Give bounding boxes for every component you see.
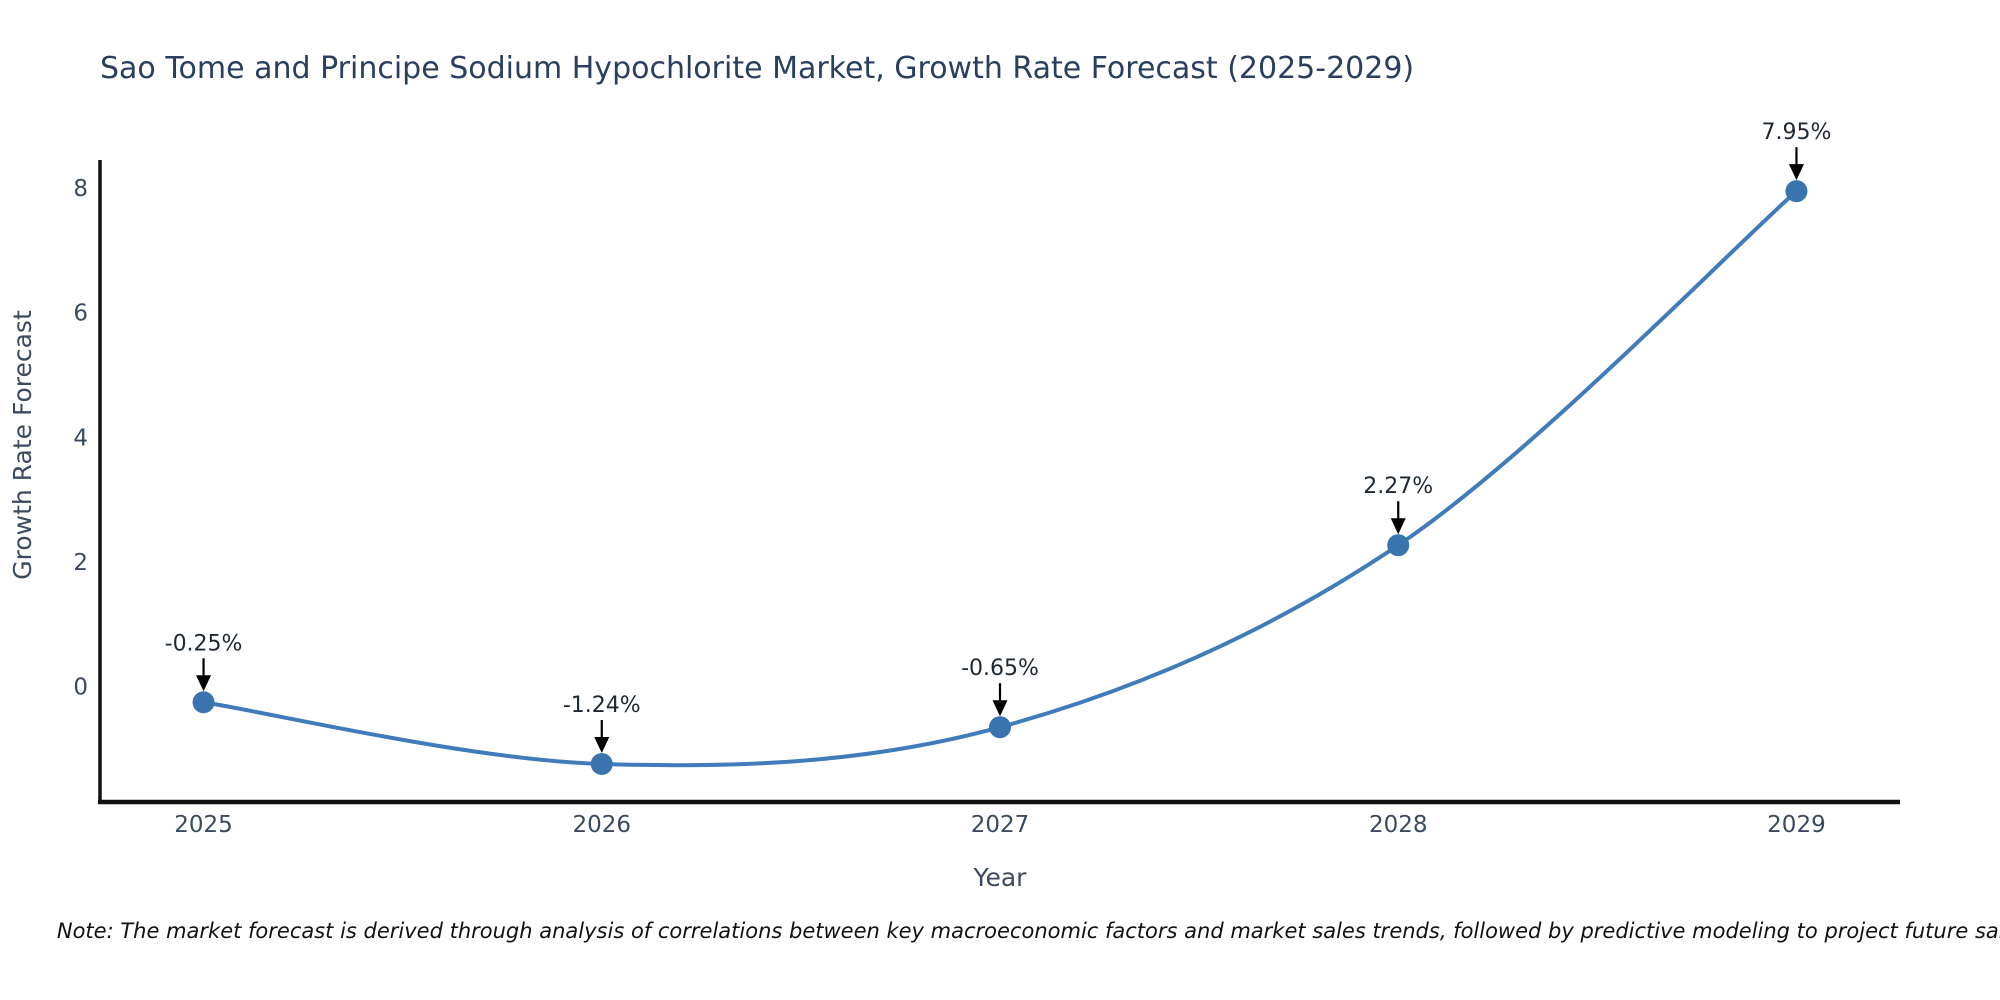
data-point-marker [192, 691, 215, 714]
point-annotation-label: -1.24% [563, 693, 641, 718]
y-axis-title: Growth Rate Forecast [8, 310, 37, 580]
x-tick-label: 2027 [971, 812, 1030, 838]
point-annotation-label: 2.27% [1363, 474, 1433, 499]
y-tick-label: 2 [73, 550, 88, 576]
data-point-marker [1387, 534, 1410, 557]
data-point-marker [989, 716, 1011, 739]
x-axis-tick-labels: 2025 2026 2027 2028 2029 [174, 812, 1825, 838]
data-point-marker [590, 752, 613, 775]
y-tick-label: 8 [73, 176, 88, 202]
chart-title: Sao Tome and Principe Sodium Hypochlorit… [100, 51, 1414, 86]
y-tick-label: 0 [73, 675, 88, 701]
annotation-arrowhead [196, 675, 212, 692]
x-tick-label: 2029 [1767, 812, 1826, 838]
annotation-arrowhead [1788, 164, 1804, 181]
trend-line [201, 189, 1799, 768]
footnote: Note: The market forecast is derived thr… [57, 919, 2000, 943]
y-tick-label: 6 [73, 301, 88, 327]
x-tick-label: 2025 [174, 812, 233, 838]
x-tick-label: 2028 [1369, 812, 1428, 838]
data-point-markers [192, 180, 1808, 775]
annotation-arrowhead [992, 700, 1008, 717]
point-annotation-label: -0.65% [961, 656, 1039, 681]
annotation-arrowhead [594, 736, 610, 753]
x-axis-title: Year [973, 863, 1028, 892]
point-annotation-label: -0.25% [165, 631, 243, 656]
y-axis-tick-labels: 0 2 4 6 8 [73, 176, 88, 701]
x-tick-label: 2026 [572, 812, 631, 838]
point-annotation-label: 7.95% [1762, 120, 1832, 145]
point-annotations: -0.25% -1.24% -0.65% 2.27% 7.95% [165, 120, 1832, 753]
annotation-arrowhead [1390, 518, 1406, 535]
data-point-marker [1785, 180, 1808, 203]
y-tick-label: 4 [73, 425, 88, 451]
